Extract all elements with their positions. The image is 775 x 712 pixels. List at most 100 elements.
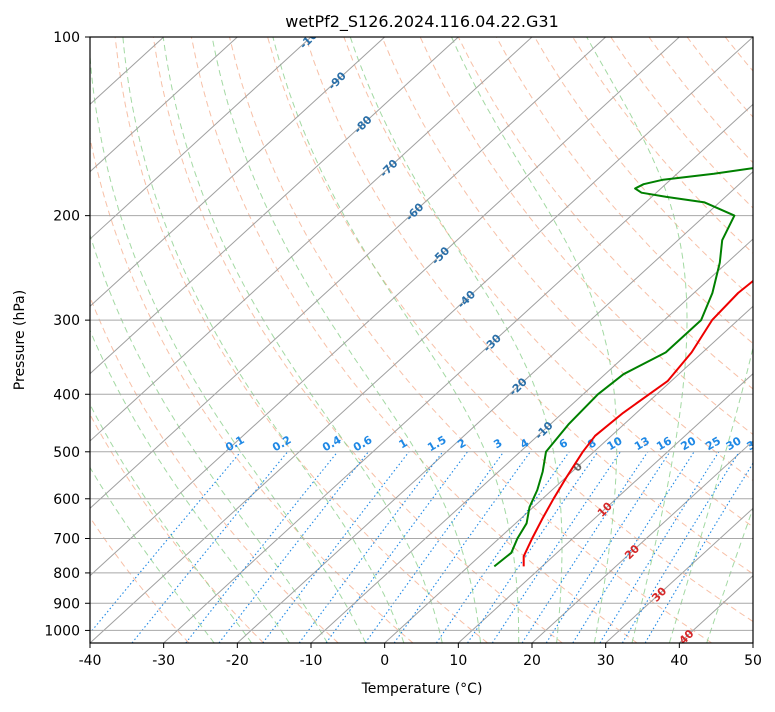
moist-adiabat	[451, 37, 618, 643]
line-labels: 0.1 0.2 0.4 0.6 1 1.5 2 3 4 6 8 10 13 16 20 25 30 36-100-…	[223, 37, 764, 643]
dewpoint-line	[493, 167, 753, 568]
dry-adiabat	[90, 413, 264, 643]
mixing-ratio-label: 0.6	[351, 433, 375, 454]
y-tick-label: 800	[53, 566, 80, 582]
mixing-ratio-label: 2	[455, 436, 468, 451]
dry-adiabat	[152, 37, 563, 643]
dry-adiabat	[495, 37, 753, 345]
mixing-ratio-label: 20	[679, 434, 699, 453]
dry-adiabat	[724, 37, 753, 72]
moist-adiabat	[90, 329, 290, 643]
dry-adiabat	[90, 516, 190, 643]
mixing-ratio-line	[521, 451, 649, 643]
mixing-ratio-label: 1.5	[425, 433, 448, 454]
isotherm	[90, 37, 386, 308]
x-tick-label: -20	[226, 653, 249, 669]
mixing-ratio-line	[185, 451, 339, 643]
mixing-ratio-line	[325, 451, 468, 643]
dry-adiabat	[343, 37, 753, 528]
isotherm	[236, 170, 753, 643]
y-tick-label: 500	[53, 445, 80, 461]
mixing-ratio-line	[131, 451, 289, 643]
temperature-line	[522, 279, 753, 567]
mixing-ratio-line	[393, 451, 531, 643]
dry-adiabat	[419, 37, 753, 436]
moist-adiabat	[349, 37, 563, 643]
moist-adiabat	[706, 506, 753, 643]
isotherm	[90, 37, 312, 240]
mixing-ratio-line	[491, 451, 621, 643]
mixing-ratio-label: 10	[605, 434, 625, 453]
isotherm	[90, 37, 533, 442]
x-axis-label: Temperature (°C)	[361, 681, 483, 697]
mixing-ratio-label: 13	[632, 434, 652, 453]
dry-adiabat	[305, 37, 753, 575]
y-tick-label: 100	[53, 30, 80, 46]
dry-adiabat	[381, 37, 753, 482]
dry-adiabat	[267, 37, 753, 623]
y-tick-label: 400	[53, 387, 80, 403]
isotherm	[163, 103, 753, 643]
isotherm	[90, 37, 753, 643]
y-tick-label: 600	[53, 492, 80, 508]
mixing-ratio-label: 30	[724, 434, 744, 453]
x-tick-label: 0	[380, 653, 389, 669]
x-tick-label: 50	[744, 653, 762, 669]
dry-adiabat	[90, 135, 414, 643]
profile-series	[493, 167, 753, 568]
y-tick-label: 900	[53, 596, 80, 612]
mixing-ratio-label: 3	[491, 436, 504, 451]
moist-adiabat	[90, 49, 367, 643]
mixing-ratio-line	[621, 451, 740, 643]
dry-adiabat	[457, 37, 753, 390]
y-tick-label: 700	[53, 532, 80, 548]
dry-adiabat	[90, 295, 339, 643]
mixing-ratio-line	[90, 451, 242, 634]
dry-adiabat	[572, 37, 753, 254]
background-lines	[90, 37, 775, 643]
y-tick-label: 1000	[44, 623, 80, 639]
isotherm	[457, 372, 753, 643]
mixing-ratio-line	[599, 451, 720, 643]
mixing-ratio-label: 1	[397, 436, 410, 451]
x-tick-label: 30	[597, 653, 615, 669]
moist-adiabat	[90, 233, 328, 643]
x-tick-label: -10	[300, 653, 323, 669]
isotherm	[310, 238, 753, 643]
mixing-ratio-line	[364, 451, 505, 643]
dry-adiabat	[534, 37, 753, 299]
mixing-ratio-line	[262, 451, 410, 643]
y-tick-label: 300	[53, 313, 80, 329]
moist-adiabat	[90, 403, 252, 643]
y-axis-label: Pressure (hPa)	[12, 290, 28, 390]
isotherm	[605, 507, 753, 643]
moist-adiabat	[272, 37, 520, 643]
plot-frame	[89, 36, 754, 644]
mixing-ratio-line	[572, 451, 695, 643]
isotherm	[531, 440, 753, 643]
dry-adiabat	[114, 37, 488, 643]
chart-title: wetPf2_S126.2024.116.04.22.G31	[285, 12, 559, 32]
mixing-ratio-label: 16	[654, 434, 674, 453]
x-tick-label: 20	[523, 653, 541, 669]
dry-adiabat	[229, 37, 712, 643]
x-tick-label: -30	[152, 653, 175, 669]
mixing-ratio-label: 36	[744, 434, 764, 453]
isotherm	[90, 37, 680, 577]
moist-adiabat	[668, 345, 753, 643]
pressure-gridlines	[90, 37, 753, 631]
x-tick-label: 10	[449, 653, 467, 669]
moist-adiabat	[211, 37, 481, 643]
mixing-ratio-label: 25	[703, 434, 723, 453]
axis-ticks: -40 -30 -20 -10 0 10 20 30 40 50 100 200 300 400 500 60…	[44, 30, 762, 669]
mixing-ratio-line	[467, 451, 599, 643]
mixing-ratio-line	[218, 451, 369, 643]
x-tick-label: -40	[79, 653, 102, 669]
x-tick-label: 40	[670, 653, 688, 669]
dry-adiabat	[763, 37, 775, 643]
mixing-ratio-line	[298, 451, 444, 643]
isotherm	[90, 37, 238, 173]
y-tick-label: 200	[53, 209, 80, 225]
